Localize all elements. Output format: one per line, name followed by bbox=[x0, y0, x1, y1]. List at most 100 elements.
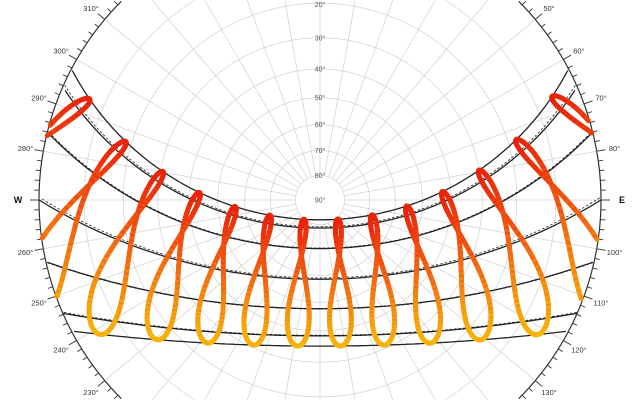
day-curves bbox=[38, 70, 602, 347]
day-curve-dashed bbox=[63, 311, 577, 336]
azimuth-spoke bbox=[204, 0, 309, 179]
azimuth-tick bbox=[534, 380, 543, 387]
azimuth-tick bbox=[67, 65, 73, 69]
azimuth-label: 60° bbox=[573, 47, 584, 56]
azimuth-tick bbox=[547, 364, 552, 369]
analemma-segment bbox=[583, 115, 591, 124]
azimuth-tick bbox=[547, 31, 552, 36]
azimuth-tick bbox=[44, 120, 51, 123]
azimuth-label: 230° bbox=[83, 388, 99, 397]
azimuth-tick bbox=[44, 277, 51, 280]
analemma-hour-loop bbox=[475, 167, 551, 338]
analemma-hour-loop bbox=[327, 216, 354, 349]
azimuth-tick bbox=[47, 286, 53, 289]
analemma-hour-loop bbox=[367, 212, 398, 348]
analemma-segment bbox=[254, 341, 261, 347]
azimuth-tick bbox=[534, 13, 543, 20]
azimuth-tick bbox=[54, 304, 60, 308]
analemma-segment bbox=[39, 232, 47, 241]
azimuth-spoke bbox=[331, 221, 436, 400]
analemma-hour-loop bbox=[241, 212, 274, 348]
azimuth-label: 130° bbox=[541, 388, 557, 397]
analemma-segment bbox=[44, 131, 53, 139]
azimuth-tick bbox=[35, 228, 41, 231]
azimuth-spoke bbox=[152, 218, 305, 400]
analemma-hour-loop bbox=[195, 204, 239, 346]
azimuth-tick bbox=[88, 364, 93, 369]
azimuth-tick bbox=[113, 1, 119, 6]
azimuth-tick bbox=[563, 340, 572, 346]
azimuth-tick bbox=[42, 130, 48, 133]
azimuth-spoke bbox=[338, 19, 536, 185]
analemma-segment bbox=[538, 329, 545, 336]
azimuth-tick bbox=[587, 286, 593, 289]
azimuth-tick bbox=[572, 322, 578, 326]
azimuth-label: 250° bbox=[31, 298, 47, 307]
azimuth-tick bbox=[589, 120, 596, 123]
azimuth-spoke bbox=[284, 224, 317, 400]
day-curve-dashed bbox=[49, 132, 591, 249]
azimuth-tick bbox=[77, 348, 82, 352]
azimuth-tick bbox=[589, 277, 596, 280]
azimuth-spoke bbox=[323, 224, 356, 400]
azimuth-tick bbox=[583, 295, 593, 300]
azimuth-tick bbox=[68, 54, 77, 60]
day-curve-solid bbox=[62, 312, 578, 337]
azimuth-label: 80° bbox=[609, 144, 620, 153]
azimuth-tick bbox=[552, 356, 558, 361]
azimuth-label: 240° bbox=[53, 346, 69, 355]
analemma-segment bbox=[102, 330, 109, 337]
azimuth-labels: 50° 60° 70° 80° E 100° 110° 120° 130° 230° 240° 250… bbox=[14, 4, 625, 397]
azimuth-spoke bbox=[323, 0, 356, 176]
azimuth-tick bbox=[40, 140, 46, 143]
azimuth-tick bbox=[88, 31, 93, 36]
azimuth-tick bbox=[113, 394, 119, 399]
day-curve-solid bbox=[48, 133, 592, 250]
analemma-segment bbox=[298, 342, 304, 348]
azimuth-tick bbox=[567, 331, 573, 335]
azimuth-tick bbox=[594, 140, 600, 143]
azimuth-label: 290° bbox=[31, 94, 47, 103]
azimuth-label: 300° bbox=[53, 47, 69, 56]
azimuth-tick bbox=[599, 169, 605, 172]
azimuth-tick bbox=[592, 267, 598, 270]
azimuth-tick bbox=[563, 54, 572, 60]
azimuth-tick bbox=[107, 8, 112, 13]
azimuth-tick bbox=[62, 74, 68, 78]
azimuth-tick bbox=[35, 169, 41, 172]
azimuth-tick bbox=[97, 13, 106, 20]
azimuth-tick bbox=[541, 23, 546, 28]
altitude-label: 50° bbox=[315, 94, 326, 102]
azimuth-tick bbox=[107, 387, 112, 392]
azimuth-spoke bbox=[328, 0, 394, 178]
azimuth-label: 50° bbox=[543, 4, 554, 13]
azimuth-spoke bbox=[43, 150, 296, 197]
analemmas bbox=[39, 93, 600, 349]
azimuth-tick bbox=[58, 313, 64, 317]
cardinal-label: W bbox=[14, 195, 23, 205]
azimuth-spoke bbox=[152, 0, 305, 182]
azimuth-tick bbox=[528, 8, 533, 13]
analemma-hour-loop bbox=[86, 168, 166, 337]
altitude-label: 90° bbox=[315, 197, 326, 205]
azimuth-spoke bbox=[341, 59, 564, 189]
azimuth-label: 280° bbox=[18, 144, 34, 153]
azimuth-tick bbox=[594, 257, 600, 260]
azimuth-label: 310° bbox=[83, 4, 99, 13]
analemma-segment bbox=[384, 341, 391, 347]
azimuth-tick bbox=[67, 331, 73, 335]
analemma-hour-loop bbox=[44, 95, 93, 139]
azimuth-tick bbox=[34, 248, 44, 251]
analemma-segment bbox=[159, 335, 165, 342]
analemma-hour-loop bbox=[513, 136, 600, 302]
azimuth-label: 100° bbox=[607, 248, 623, 257]
altitude-label: 20° bbox=[315, 1, 326, 9]
day-curve-solid bbox=[71, 70, 569, 221]
azimuth-spoke bbox=[246, 0, 312, 178]
azimuth-tick bbox=[567, 65, 573, 69]
azimuth-tick bbox=[40, 257, 46, 260]
azimuth-tick bbox=[596, 248, 606, 251]
altitude-label: 40° bbox=[315, 66, 326, 74]
azimuth-spoke bbox=[76, 59, 299, 189]
azimuth-label: 110° bbox=[594, 298, 609, 307]
